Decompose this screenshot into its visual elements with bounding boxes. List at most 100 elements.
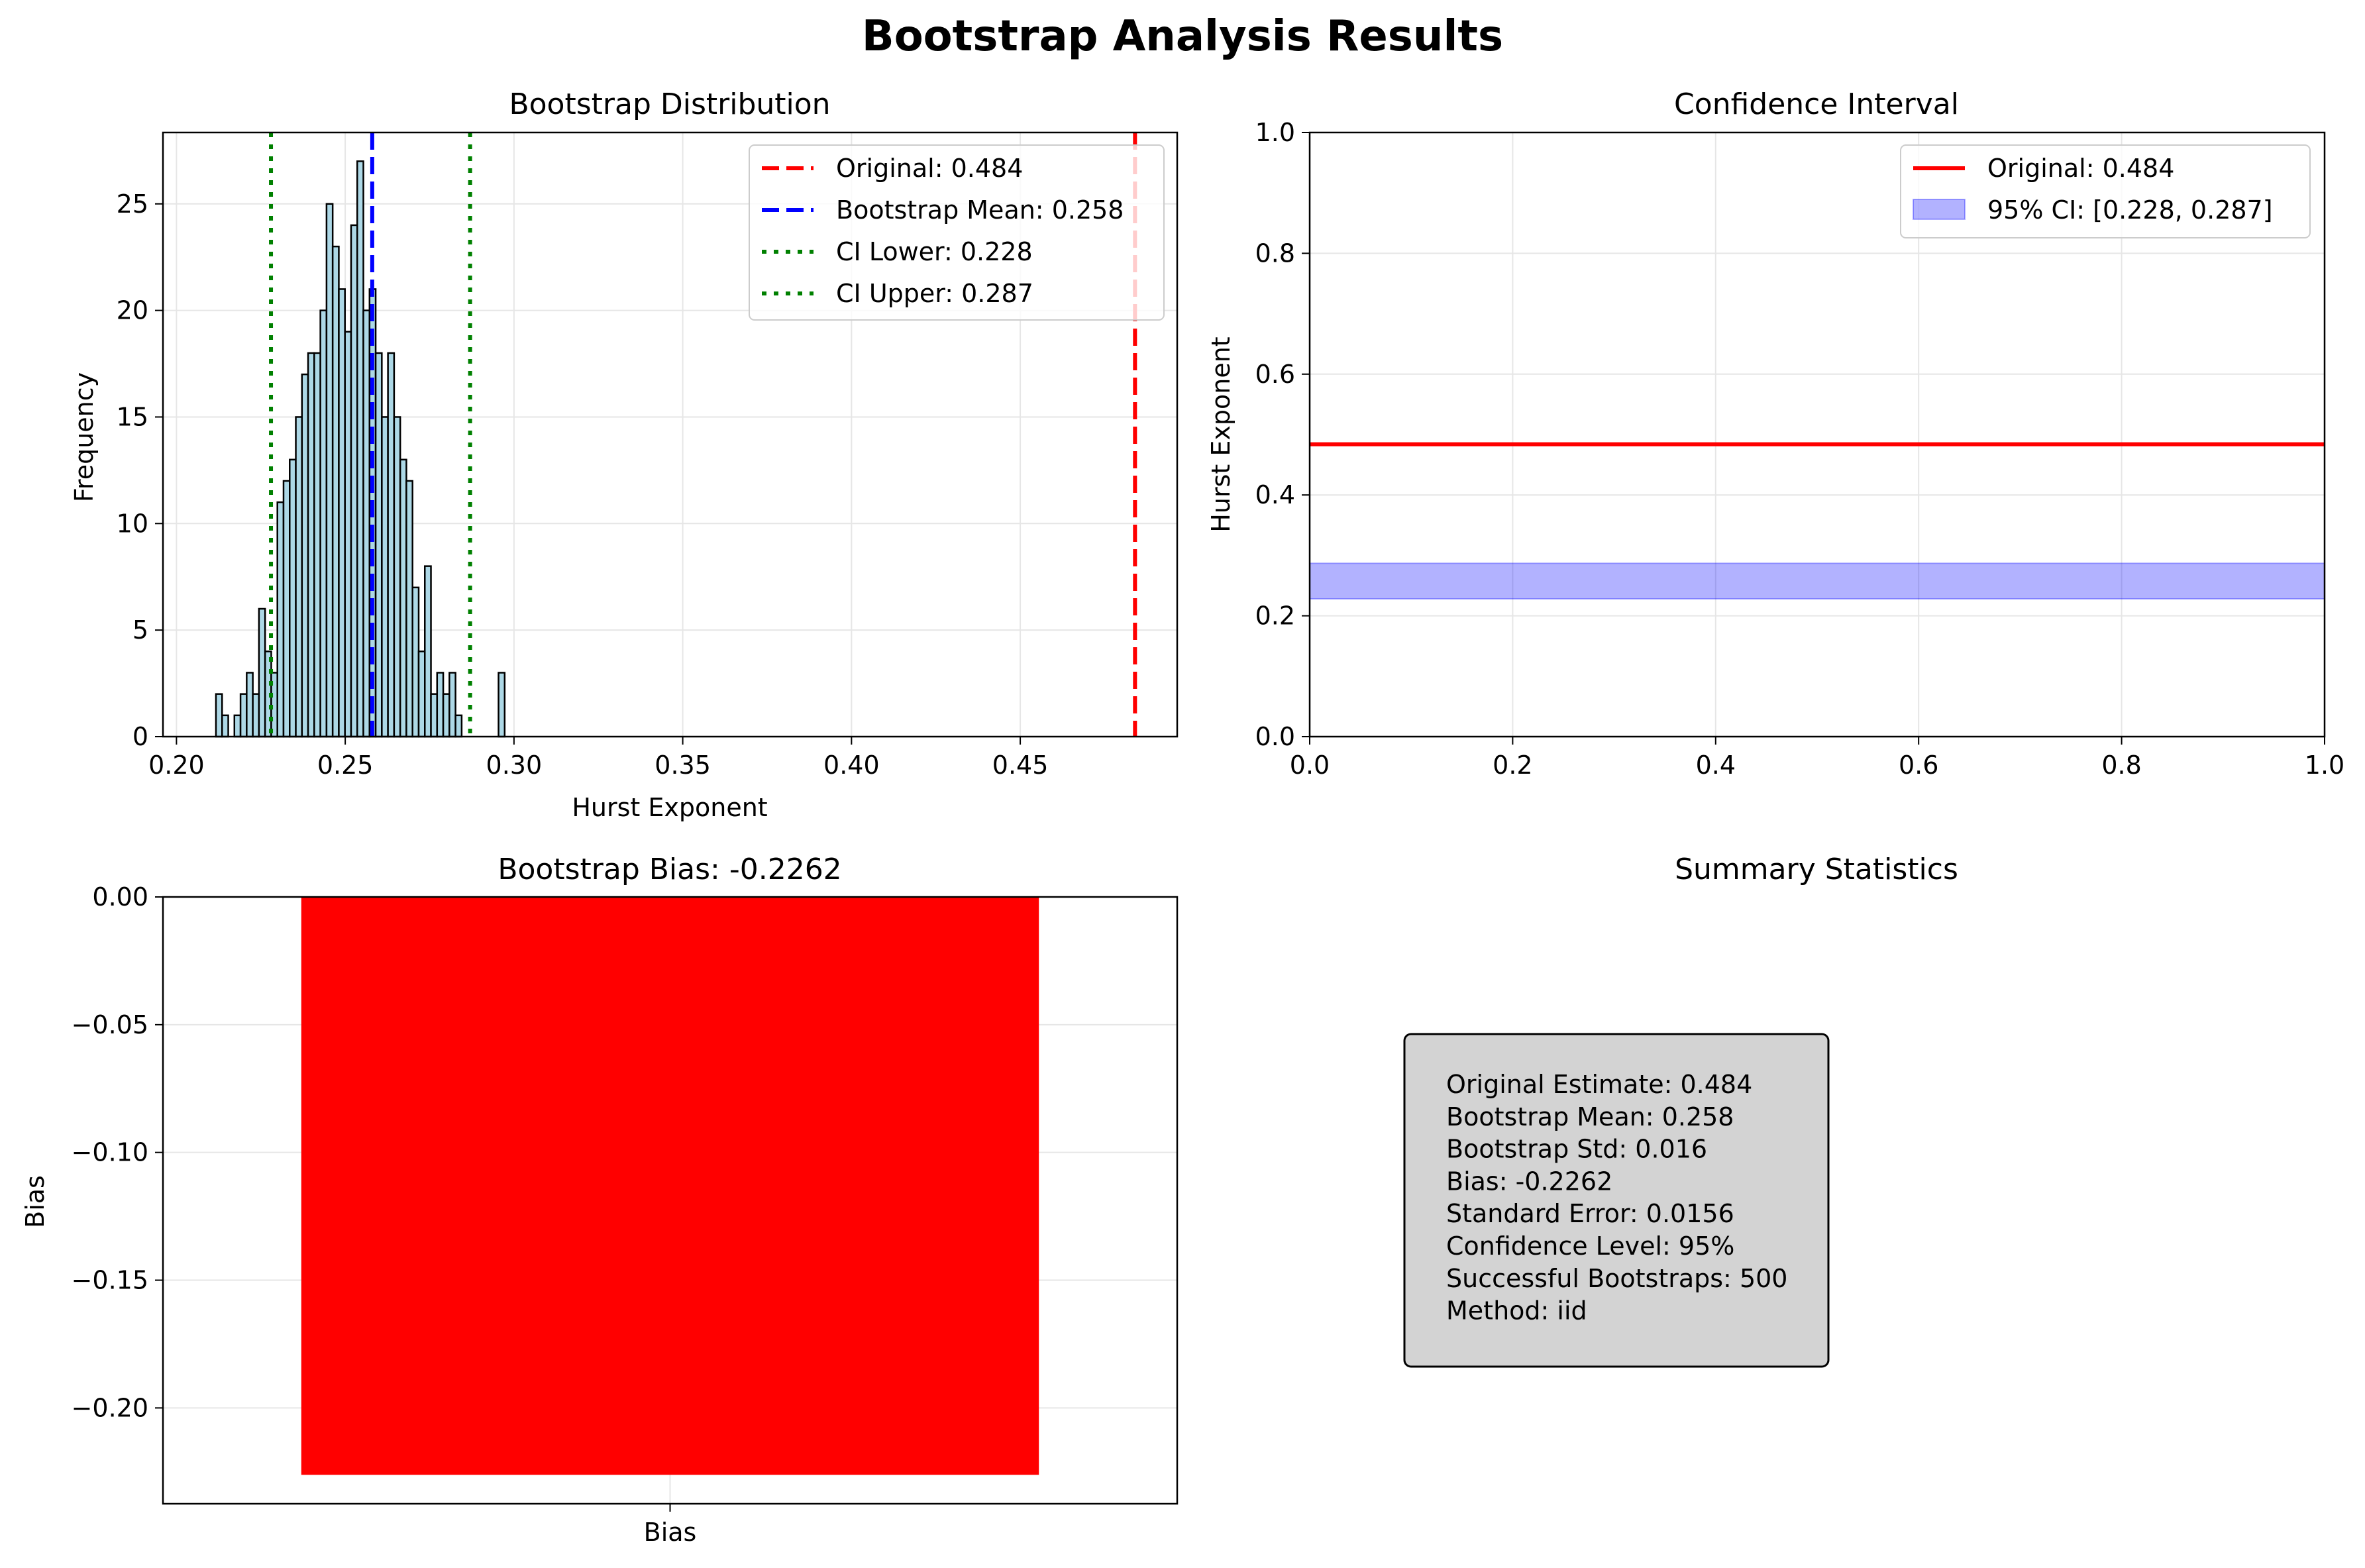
histogram-bar bbox=[405, 480, 413, 738]
histogram-xlabel: Hurst Exponent bbox=[572, 793, 767, 822]
confidence-xtick-label: 0.4 bbox=[1696, 751, 1736, 780]
confidence-ytick-label: 1.0 bbox=[1255, 118, 1295, 147]
histogram-ytick-label: 10 bbox=[117, 509, 148, 538]
histogram-bar bbox=[215, 693, 223, 738]
histogram-bar bbox=[417, 651, 426, 738]
bias-panel: Bootstrap Bias: -0.2262 Bias 0.00 −0.05 −0… bbox=[21, 853, 1179, 1547]
bias-title: Bootstrap Bias: -0.2262 bbox=[498, 853, 841, 886]
confidence-panel: Confidence Interval Hurst Exponent 0.0 0.… bbox=[1206, 87, 2344, 780]
histogram-bar bbox=[319, 309, 328, 738]
histogram-frame bbox=[162, 131, 1179, 738]
confidence-ytick-label: 0.2 bbox=[1255, 601, 1295, 631]
histogram-ytick-label: 20 bbox=[117, 296, 148, 325]
histogram-bar bbox=[276, 501, 285, 738]
bias-ytick-label: 0.00 bbox=[92, 882, 148, 912]
histogram-ytick-label: 0 bbox=[132, 722, 148, 751]
bias-ticks: 0.00 −0.05 −0.10 −0.15 −0.20 Bias bbox=[72, 882, 697, 1547]
confidence-ticks: 0.0 0.2 0.4 0.6 0.8 1.0 0.0 0.2 0.4 0.6 0.8 1.0 bbox=[1255, 118, 2345, 780]
bias-ytick-label: −0.05 bbox=[72, 1010, 148, 1039]
histogram-xtick-label: 0.25 bbox=[317, 751, 374, 780]
histogram-ytick-label: 25 bbox=[117, 189, 148, 219]
summary-box bbox=[1403, 1033, 1830, 1368]
histogram-bar bbox=[282, 480, 291, 738]
figure-title: Bootstrap Analysis Results bbox=[862, 12, 1503, 61]
histogram-bar bbox=[381, 416, 389, 738]
confidence-xtick-label: 0.0 bbox=[1290, 751, 1330, 780]
histogram-legend-label: Bootstrap Mean: 0.258 bbox=[836, 195, 1124, 225]
histogram-ylabel: Frequency bbox=[70, 372, 99, 502]
histogram-xtick-label: 0.45 bbox=[992, 751, 1049, 780]
confidence-legend-label: 95% CI: [0.228, 0.287] bbox=[1987, 195, 2273, 225]
histogram-panel: Bootstrap Distribution Hurst Exponent Fr… bbox=[70, 87, 1179, 822]
confidence-xtick-label: 0.8 bbox=[2101, 751, 2141, 780]
confidence-ytick-label: 0.0 bbox=[1255, 722, 1295, 751]
histogram-bar bbox=[344, 331, 352, 738]
confidence-band bbox=[1309, 562, 2325, 600]
summary-line: Method: iid bbox=[1446, 1296, 1587, 1326]
histogram-bar bbox=[436, 672, 445, 738]
confidence-legend: Original: 0.484 95% CI: [0.228, 0.287] bbox=[1900, 144, 2311, 238]
histogram-legend-label: Original: 0.484 bbox=[836, 154, 1023, 183]
histogram-legend: Original: 0.484 Bootstrap Mean: 0.258 CI L… bbox=[749, 144, 1165, 321]
histogram-bar bbox=[313, 352, 321, 738]
bias-xtick-label: Bias bbox=[644, 1518, 697, 1547]
histogram-bar bbox=[325, 203, 334, 738]
histogram-bar bbox=[221, 714, 229, 738]
histogram-bar bbox=[301, 373, 309, 738]
bias-bar bbox=[301, 897, 1039, 1475]
histogram-bar bbox=[399, 458, 407, 738]
confidence-ytick-label: 0.4 bbox=[1255, 480, 1295, 509]
bias-ytick-label: −0.10 bbox=[72, 1138, 148, 1167]
confidence-frame bbox=[1308, 131, 2326, 738]
histogram-ticks: 0.20 0.25 0.30 0.35 0.40 0.45 0 5 10 15 20 25 bbox=[117, 189, 1049, 780]
summary-line: Standard Error: 0.0156 bbox=[1446, 1199, 1734, 1228]
confidence-ytick-label: 0.6 bbox=[1255, 360, 1295, 389]
bias-ytick-label: −0.15 bbox=[72, 1266, 148, 1295]
summary-line: Bootstrap Mean: 0.258 bbox=[1446, 1102, 1734, 1131]
confidence-title: Confidence Interval bbox=[1674, 87, 1959, 121]
histogram-bar bbox=[356, 160, 364, 738]
summary-lines: Original Estimate: 0.484 Bootstrap Mean: … bbox=[1446, 1070, 1787, 1326]
histogram-bar bbox=[258, 607, 266, 738]
histogram-bar bbox=[289, 458, 297, 738]
confidence-xtick-label: 1.0 bbox=[2305, 751, 2344, 780]
histogram-title: Bootstrap Distribution bbox=[509, 87, 830, 121]
histogram-bar bbox=[411, 586, 420, 738]
summary-line: Successful Bootstraps: 500 bbox=[1446, 1264, 1787, 1293]
histogram-legend-label: CI Lower: 0.228 bbox=[836, 237, 1033, 266]
histogram-xtick-label: 0.30 bbox=[486, 751, 543, 780]
histogram-bar bbox=[424, 565, 432, 738]
confidence-legend-box bbox=[1900, 144, 2311, 238]
histogram-bar bbox=[454, 714, 463, 738]
bias-ylabel: Bias bbox=[21, 1175, 50, 1228]
histogram-ytick-label: 5 bbox=[132, 615, 148, 645]
histogram-bar bbox=[331, 245, 340, 738]
histogram-bar bbox=[246, 672, 254, 738]
histogram-ytick-label: 15 bbox=[117, 402, 148, 431]
summary-line: Bias: -0.2262 bbox=[1446, 1167, 1612, 1196]
histogram-bar bbox=[498, 672, 506, 738]
histogram-bar bbox=[448, 672, 456, 738]
histogram-xtick-label: 0.20 bbox=[148, 751, 205, 780]
confidence-ytick-label: 0.8 bbox=[1255, 238, 1295, 268]
histogram-bar bbox=[307, 352, 315, 738]
summary-panel: Summary Statistics Original Estimate: 0.… bbox=[1403, 853, 1958, 1368]
histogram-bar bbox=[393, 416, 401, 738]
bias-ytick-label: −0.20 bbox=[72, 1393, 148, 1422]
summary-line: Bootstrap Std: 0.016 bbox=[1446, 1135, 1707, 1164]
histogram-bar bbox=[387, 352, 395, 738]
histogram-bar bbox=[338, 288, 346, 738]
histogram-bar bbox=[430, 693, 439, 738]
histogram-xtick-label: 0.35 bbox=[655, 751, 711, 780]
summary-line: Confidence Level: 95% bbox=[1446, 1231, 1734, 1261]
histogram-xtick-label: 0.40 bbox=[823, 751, 880, 780]
summary-line: Original Estimate: 0.484 bbox=[1446, 1070, 1752, 1099]
histogram-bar bbox=[252, 693, 260, 738]
histogram-legend-box bbox=[749, 144, 1165, 321]
confidence-ylabel: Hurst Exponent bbox=[1206, 337, 1235, 532]
bias-bars bbox=[301, 897, 1039, 1475]
confidence-legend-label: Original: 0.484 bbox=[1987, 154, 2174, 183]
histogram-bar bbox=[362, 309, 371, 738]
histogram-bar bbox=[233, 714, 242, 738]
